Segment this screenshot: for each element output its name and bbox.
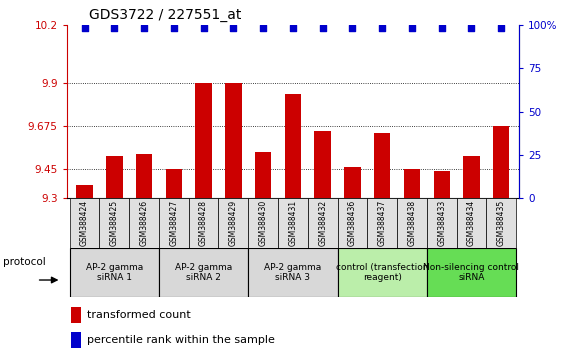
Bar: [159, 198, 188, 248]
Text: GSM388425: GSM388425: [110, 200, 119, 246]
Text: AP-2 gamma
siRNA 3: AP-2 gamma siRNA 3: [264, 263, 321, 282]
Bar: [99, 198, 129, 248]
Bar: [374, 133, 390, 198]
Bar: [456, 198, 487, 248]
Bar: [188, 198, 219, 248]
Bar: [219, 198, 248, 248]
Bar: [70, 198, 99, 248]
Point: [378, 25, 387, 31]
Text: GSM388437: GSM388437: [378, 200, 387, 246]
Bar: [129, 198, 159, 248]
Bar: [285, 94, 301, 198]
Bar: [308, 198, 338, 248]
Point: [348, 25, 357, 31]
Text: AP-2 gamma
siRNA 1: AP-2 gamma siRNA 1: [86, 263, 143, 282]
Point: [437, 25, 447, 31]
Bar: [248, 248, 338, 297]
Text: protocol: protocol: [3, 257, 46, 267]
Point: [169, 25, 179, 31]
Point: [110, 25, 119, 31]
Text: transformed count: transformed count: [87, 310, 191, 320]
Text: GSM388429: GSM388429: [229, 200, 238, 246]
Bar: [463, 156, 480, 198]
Point: [199, 25, 208, 31]
Bar: [70, 248, 159, 297]
Text: GSM388438: GSM388438: [408, 200, 416, 246]
Point: [318, 25, 327, 31]
Bar: [106, 156, 122, 198]
Bar: [71, 332, 81, 348]
Text: GSM388431: GSM388431: [288, 200, 298, 246]
Bar: [278, 198, 308, 248]
Point: [288, 25, 298, 31]
Text: percentile rank within the sample: percentile rank within the sample: [87, 335, 275, 345]
Bar: [248, 198, 278, 248]
Bar: [427, 198, 456, 248]
Point: [467, 25, 476, 31]
Text: GSM388426: GSM388426: [140, 200, 148, 246]
Bar: [367, 198, 397, 248]
Bar: [71, 307, 81, 323]
Bar: [136, 154, 153, 198]
Point: [496, 25, 506, 31]
Bar: [338, 248, 427, 297]
Text: GSM388432: GSM388432: [318, 200, 327, 246]
Bar: [338, 198, 367, 248]
Bar: [404, 169, 420, 198]
Bar: [166, 169, 182, 198]
Text: GSM388424: GSM388424: [80, 200, 89, 246]
Text: GSM388427: GSM388427: [169, 200, 178, 246]
Point: [407, 25, 416, 31]
Text: GSM388434: GSM388434: [467, 200, 476, 246]
Bar: [487, 198, 516, 248]
Bar: [77, 185, 93, 198]
Bar: [433, 171, 450, 198]
Text: Non-silencing control
siRNA: Non-silencing control siRNA: [423, 263, 520, 282]
Text: GSM388436: GSM388436: [348, 200, 357, 246]
Point: [139, 25, 148, 31]
Bar: [314, 131, 331, 198]
Bar: [225, 82, 241, 198]
Bar: [195, 82, 212, 198]
Bar: [159, 248, 248, 297]
Text: GDS3722 / 227551_at: GDS3722 / 227551_at: [89, 8, 242, 22]
Bar: [427, 248, 516, 297]
Text: GSM388433: GSM388433: [437, 200, 446, 246]
Text: GSM388435: GSM388435: [496, 200, 506, 246]
Point: [259, 25, 268, 31]
Text: GSM388430: GSM388430: [259, 200, 267, 246]
Text: GSM388428: GSM388428: [199, 200, 208, 246]
Text: control (transfection
reagent): control (transfection reagent): [336, 263, 429, 282]
Bar: [345, 167, 361, 198]
Bar: [493, 126, 509, 198]
Point: [229, 25, 238, 31]
Text: AP-2 gamma
siRNA 2: AP-2 gamma siRNA 2: [175, 263, 232, 282]
Bar: [397, 198, 427, 248]
Bar: [255, 152, 271, 198]
Point: [80, 25, 89, 31]
